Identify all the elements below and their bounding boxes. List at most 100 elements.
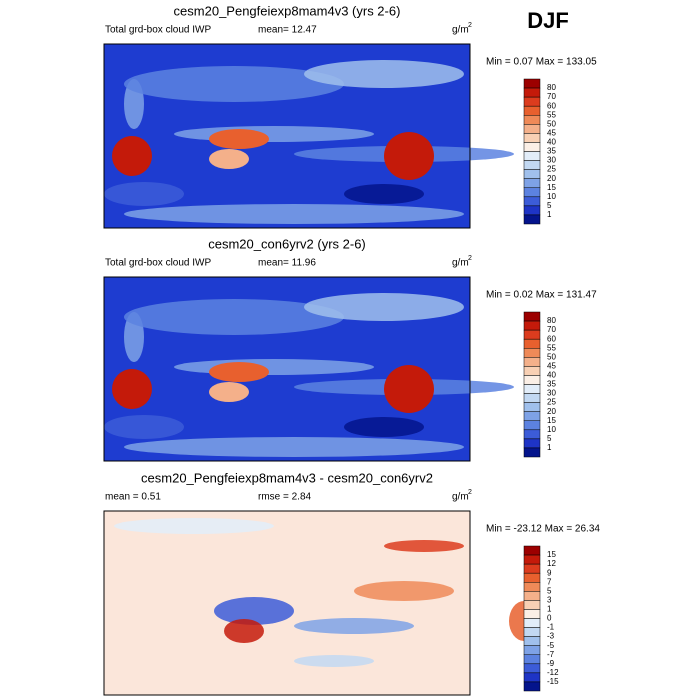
colorbar-box xyxy=(523,618,541,628)
units-sup: 2 xyxy=(468,22,472,29)
colorbar-label: 5 xyxy=(547,586,552,595)
min-max: Min = -23.12 Max = 26.34 xyxy=(486,524,600,535)
colorbar-label: -5 xyxy=(547,641,555,650)
colorbar-box xyxy=(523,311,541,322)
colorbar-box xyxy=(523,582,541,592)
map-region xyxy=(124,299,344,335)
colorbar-box xyxy=(523,375,541,385)
units: g/m xyxy=(452,258,469,269)
map-region xyxy=(174,126,374,142)
panel-title: cesm20_Pengfeiexp8mam4v3 - cesm20_con6yr… xyxy=(141,470,433,485)
colorbar-label: 80 xyxy=(547,83,556,92)
colorbar-box xyxy=(523,627,541,637)
map-region xyxy=(112,369,152,409)
map-bg xyxy=(104,511,470,695)
colorbar-box xyxy=(523,572,541,583)
colorbar-box xyxy=(523,115,541,125)
colorbar-label: 50 xyxy=(547,119,556,128)
panel-left-label: Total grd-box cloud IWP xyxy=(105,25,211,36)
map-region xyxy=(304,293,464,321)
map xyxy=(103,510,539,696)
colorbar-label: 15 xyxy=(547,183,556,192)
map-region xyxy=(114,518,274,534)
map-region xyxy=(174,359,374,375)
colorbar-box xyxy=(523,96,541,107)
colorbar-box xyxy=(523,636,541,646)
map-frame xyxy=(103,276,471,462)
colorbar-label: 35 xyxy=(547,147,556,156)
colorbar-label: 5 xyxy=(547,434,552,443)
map-region xyxy=(384,540,464,552)
colorbar-box xyxy=(523,178,541,188)
colorbar-box xyxy=(523,124,541,134)
colorbar-label: 40 xyxy=(547,138,556,147)
units-sup: 2 xyxy=(468,255,472,262)
colorbar-box xyxy=(523,438,541,449)
min-max: Min = 0.02 Max = 131.47 xyxy=(486,290,597,301)
colorbar-box xyxy=(523,348,541,358)
colorbar-label: 15 xyxy=(547,416,556,425)
colorbar-label: 1 xyxy=(547,605,552,614)
colorbar-label: -15 xyxy=(547,677,559,686)
colorbar-label: 15 xyxy=(547,550,556,559)
colorbar-label: 35 xyxy=(547,380,556,389)
colorbar-label: 30 xyxy=(547,156,556,165)
map-region xyxy=(124,437,464,457)
colorbar-label: 50 xyxy=(547,352,556,361)
map-region xyxy=(384,365,434,413)
map-region xyxy=(112,136,152,176)
colorbar-box xyxy=(523,87,541,98)
colorbar-label: 3 xyxy=(547,595,552,604)
colorbar-box xyxy=(523,600,541,610)
colorbar-label: 45 xyxy=(547,128,556,137)
colorbar-box xyxy=(523,563,541,574)
colorbar-label: -12 xyxy=(547,668,559,677)
map-region xyxy=(344,184,424,204)
colorbar-box xyxy=(523,338,541,349)
colorbar-label: -9 xyxy=(547,659,555,668)
panel-title: cesm20_Pengfeiexp8mam4v3 (yrs 2-6) xyxy=(174,3,401,18)
colorbar-box xyxy=(523,384,541,394)
colorbar-box xyxy=(523,169,541,179)
colorbar-box xyxy=(523,329,541,340)
colorbar-box xyxy=(523,654,541,665)
map-region xyxy=(294,618,414,634)
colorbar-box xyxy=(523,133,541,143)
colorbar-box xyxy=(523,357,541,367)
colorbar-label: 30 xyxy=(547,389,556,398)
units-sup: 2 xyxy=(468,489,472,496)
colorbar-label: 60 xyxy=(547,334,556,343)
map-region xyxy=(354,581,454,601)
panel-stat: mean= 12.47 xyxy=(258,25,317,36)
panel-title: cesm20_con6yrv2 (yrs 2-6) xyxy=(208,236,366,251)
colorbar-label: 80 xyxy=(547,316,556,325)
colorbar-label: 20 xyxy=(547,174,556,183)
colorbar-box xyxy=(523,393,541,403)
units: g/m xyxy=(452,492,469,503)
colorbar-label: -1 xyxy=(547,623,555,632)
colorbar-box xyxy=(523,196,541,207)
min-max: Min = 0.07 Max = 133.05 xyxy=(486,57,597,68)
colorbar-label: -7 xyxy=(547,650,555,659)
map-region xyxy=(214,597,294,625)
colorbar-label: 0 xyxy=(547,614,552,623)
colorbar-box xyxy=(523,672,541,683)
map xyxy=(103,276,514,462)
map-region xyxy=(124,66,344,102)
colorbar-box xyxy=(523,645,541,655)
map-region xyxy=(294,655,374,667)
colorbar-label: 25 xyxy=(547,398,556,407)
colorbar-box xyxy=(523,160,541,170)
colorbar-box xyxy=(523,105,541,116)
colorbar-label: 40 xyxy=(547,371,556,380)
colorbar-label: 45 xyxy=(547,361,556,370)
colorbar-box xyxy=(523,366,541,376)
colorbar-label: 12 xyxy=(547,559,556,568)
colorbar-box xyxy=(523,411,541,421)
colorbar-box xyxy=(523,663,541,674)
map-region xyxy=(384,132,434,180)
colorbar-box xyxy=(523,591,541,601)
colorbar-label: 1 xyxy=(547,210,552,219)
colorbar-label: 9 xyxy=(547,568,552,577)
